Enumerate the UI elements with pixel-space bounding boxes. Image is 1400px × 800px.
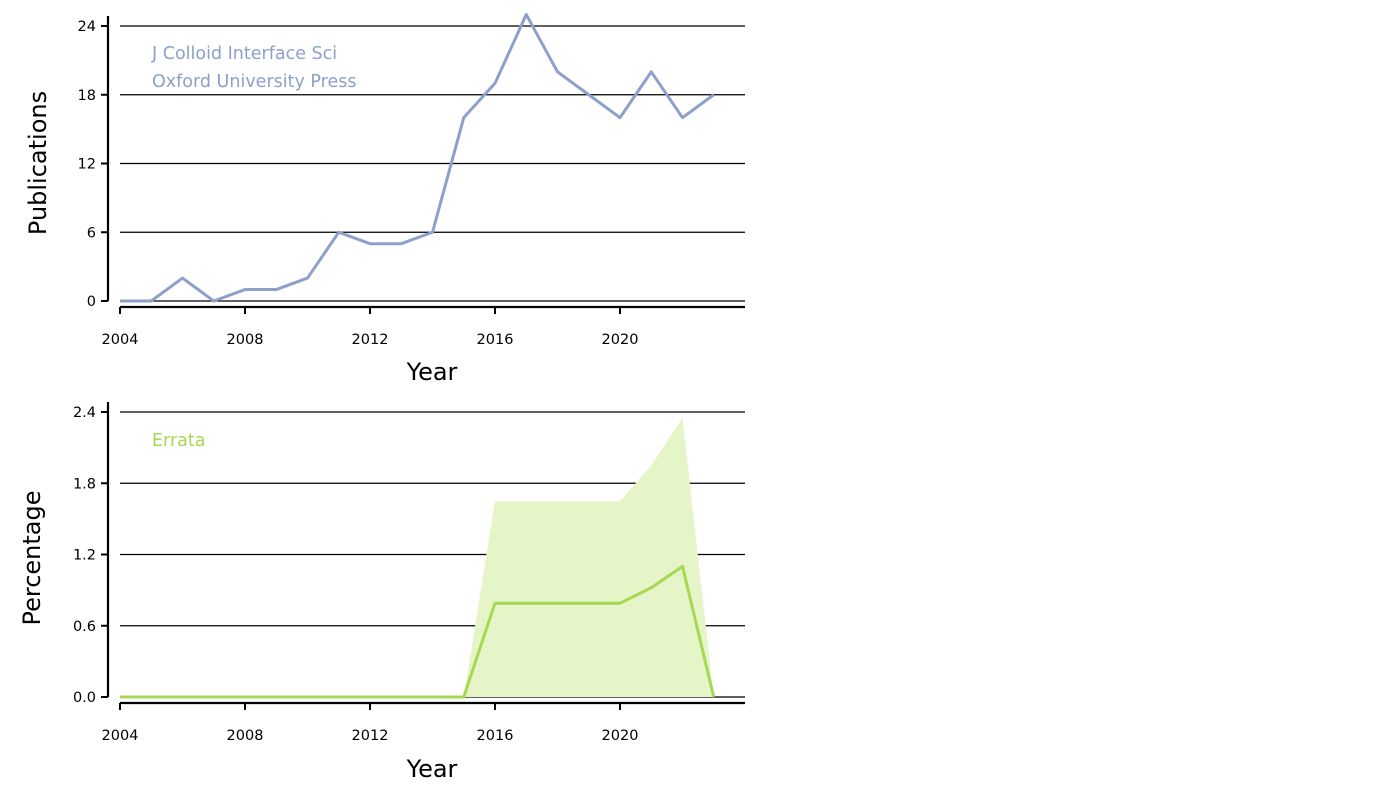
y-tick-label: 0.0 — [73, 690, 96, 706]
confidence-band — [120, 417, 714, 697]
y-tick-label: 1.2 — [73, 548, 96, 564]
series-line — [120, 13, 715, 303]
chart-percentage: 0.0 0.6 1.2 1.8 2.4 2004 2008 2012 2016 2020 Year… — [18, 402, 745, 783]
y-axis-title: Percentage — [18, 490, 46, 625]
x-tick-label: 2016 — [477, 332, 514, 348]
x-tick-label: 2008 — [227, 332, 264, 348]
y-tick-label: 12 — [78, 157, 96, 173]
annotation-publisher: Oxford University Press — [152, 72, 356, 92]
annotation-journal: J Colloid Interface Sci — [151, 44, 337, 64]
x-tick-label: 2004 — [102, 728, 139, 744]
y-tick-label: 1.8 — [73, 476, 96, 492]
x-axis-title: Year — [406, 755, 458, 783]
y-tick-label: 6 — [87, 225, 96, 241]
y-tick-label: 2.4 — [73, 405, 96, 421]
chart-publications: 0 6 12 18 24 2004 2008 2012 2016 2020 Year Public… — [24, 13, 745, 386]
y-tick-label: 0.6 — [73, 619, 96, 635]
x-tick-label: 2004 — [102, 332, 139, 348]
y-tick-label: 0 — [87, 294, 96, 310]
x-tick-label: 2020 — [602, 332, 639, 348]
x-tick-label: 2008 — [227, 728, 264, 744]
annotation-errata: Errata — [152, 431, 205, 451]
x-tick-label: 2020 — [602, 728, 639, 744]
y-tick-label: 18 — [78, 88, 96, 104]
y-tick-label: 24 — [78, 19, 96, 35]
series-line — [120, 564, 716, 699]
x-tick-label: 2012 — [352, 728, 389, 744]
y-axis-title: Publications — [24, 91, 52, 235]
x-tick-label: 2016 — [477, 728, 514, 744]
x-tick-label: 2012 — [352, 332, 389, 348]
x-axis-title: Year — [406, 358, 458, 386]
